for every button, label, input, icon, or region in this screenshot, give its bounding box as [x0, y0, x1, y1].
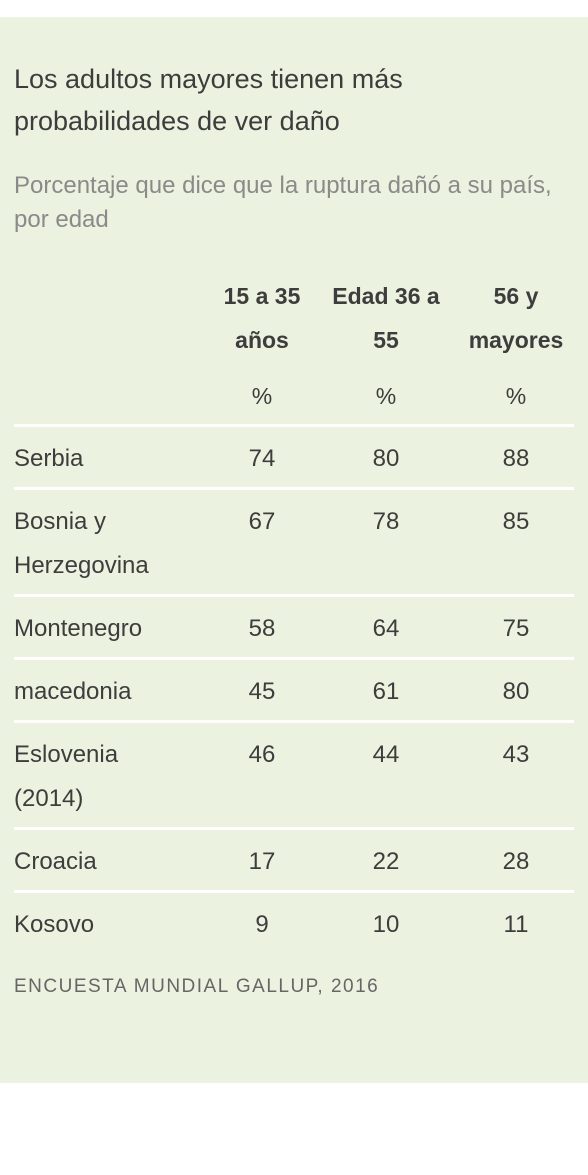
table-cell-value: 61: [372, 678, 400, 705]
table-cell-value: 78: [372, 508, 400, 535]
table-cell-value: 88: [502, 445, 530, 472]
row-divider: [14, 720, 574, 723]
table-cell-value: 46: [248, 741, 276, 768]
row-label: Bosnia y Herzegovina: [14, 508, 149, 579]
row-label: Eslovenia (2014): [14, 741, 119, 812]
table-cell-value: 10: [372, 911, 400, 938]
table-cell-value: 80: [372, 445, 400, 472]
row-divider: [14, 594, 574, 597]
chart-panel: [0, 17, 588, 1083]
column-unit: %: [251, 383, 273, 409]
row-label: Serbia: [14, 445, 84, 472]
row-label: macedonia: [14, 678, 132, 705]
row-label: Croacia: [14, 848, 97, 875]
table-cell-value: 45: [248, 678, 276, 705]
row-divider: [14, 890, 574, 893]
table-cell-value: 28: [502, 848, 530, 875]
column-header: 56 y mayores: [468, 283, 564, 353]
table-cell-value: 11: [503, 911, 529, 938]
row-label: Kosovo: [14, 911, 95, 938]
table-cell-value: 74: [248, 445, 276, 472]
column-header: Edad 36 a 55: [332, 283, 440, 353]
table-cell-value: 80: [502, 678, 530, 705]
table-cell-value: 64: [372, 615, 400, 642]
table-cell-value: 67: [248, 508, 276, 535]
table-cell-value: 58: [248, 615, 276, 642]
row-divider: [14, 657, 574, 660]
chart-title: Los adultos mayores tienen más probabili…: [14, 64, 403, 136]
table-cell-value: 75: [502, 615, 530, 642]
table-cell-value: 22: [372, 848, 400, 875]
table-cell-value: 17: [248, 848, 276, 875]
row-divider: [14, 487, 574, 490]
row-label: Montenegro: [14, 615, 143, 642]
column-unit: %: [375, 383, 397, 409]
chart-subtitle: Porcentaje que dice que la ruptura dañó …: [14, 172, 552, 233]
row-divider: [14, 827, 574, 830]
row-divider: [14, 424, 574, 427]
source-note: ENCUESTA MUNDIAL GALLUP, 2016: [14, 976, 380, 997]
column-unit: %: [505, 383, 527, 409]
table-cell-value: 44: [372, 741, 400, 768]
table-cell-value: 9: [255, 911, 269, 938]
column-header: 15 a 35 años: [223, 283, 301, 353]
table-cell-value: 85: [502, 508, 530, 535]
table-cell-value: 43: [502, 741, 530, 768]
